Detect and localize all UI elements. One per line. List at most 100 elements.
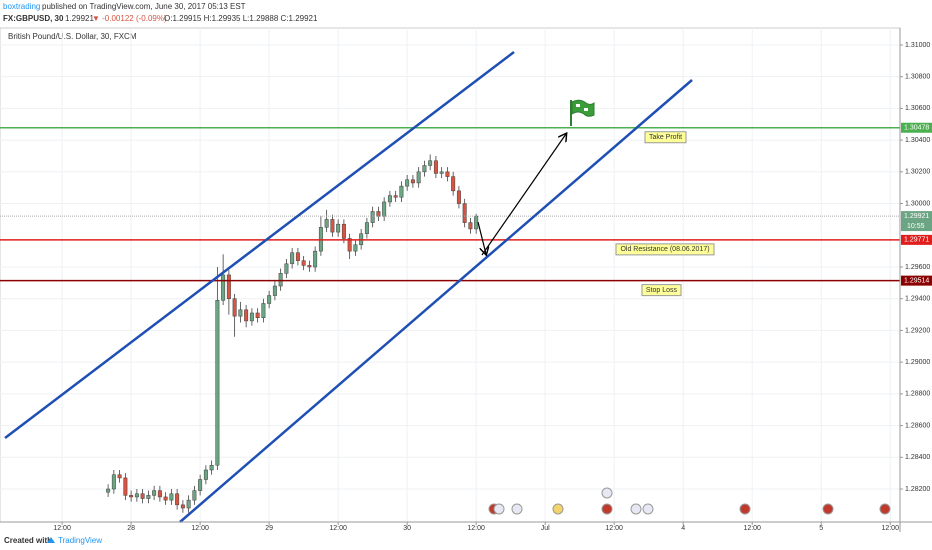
candle-body [284, 263, 289, 274]
candle-body [117, 474, 122, 479]
plot-area [0, 27, 901, 523]
footer-created: Created with [4, 536, 52, 545]
event-icons [488, 487, 891, 515]
x-tick-label: 28 [127, 525, 135, 532]
candle-body [186, 499, 191, 509]
candle-body [433, 160, 438, 174]
chart-title: British Pound/U.S. Dollar, 30, FXCM [8, 32, 137, 41]
candle-body [364, 222, 369, 234]
candle-body [111, 474, 116, 490]
y-tick-label: 1.30000 [905, 200, 930, 207]
candle-body [290, 252, 295, 265]
tv-logo [47, 537, 55, 543]
candle-body [244, 309, 249, 322]
y-tick-label: 1.29600 [905, 264, 930, 271]
candle-body [203, 469, 208, 480]
candle-body [152, 490, 157, 496]
x-tick-label: 29 [265, 525, 273, 532]
x-tick-label: 12:00 [191, 525, 209, 532]
candle-body [272, 285, 277, 296]
x-tick-label: 5 [819, 525, 823, 532]
y-tick-label: 1.28800 [905, 391, 930, 398]
candle-body [278, 273, 283, 287]
candle-body [215, 300, 220, 466]
header-price: 1.29921 [65, 14, 94, 23]
y-tick-label: 1.28400 [905, 454, 930, 461]
candle-body [330, 219, 335, 233]
price-box-label: 1.29514 [904, 277, 929, 284]
candle-body [370, 211, 375, 223]
arrow-up [481, 134, 566, 256]
level-label-box [641, 284, 682, 297]
candle-body [192, 490, 197, 501]
header-symbol: FX:GBPUSD, 30 [3, 14, 64, 23]
x-tick-label: 12:00 [329, 525, 347, 532]
candle-body [255, 312, 260, 318]
level-label: Stop Loss [646, 287, 678, 294]
candle-body [336, 223, 341, 233]
x-tick-label: 30 [403, 525, 411, 532]
header-change: ▼ -0.00122 (-0.09%) [92, 14, 167, 23]
candle-body [468, 222, 473, 230]
candle-body [232, 298, 237, 317]
candle-body [313, 250, 318, 268]
footer-brand: TradingView [58, 536, 102, 545]
candle-body [123, 477, 128, 496]
level-label-box [644, 131, 687, 144]
y-tick-label: 1.30200 [905, 169, 930, 176]
candle-body [169, 493, 174, 501]
last-price-label: 1.29921 [904, 213, 929, 220]
candle-body [416, 171, 421, 184]
candle-body [422, 165, 427, 173]
candle-body [439, 171, 444, 174]
candle-body [140, 493, 145, 499]
price-box [901, 122, 932, 133]
y-tick-label: 1.31000 [905, 42, 930, 49]
price-box [901, 275, 932, 286]
candle-body [175, 493, 180, 506]
candle-body [295, 252, 300, 261]
candle-body [393, 195, 398, 198]
candle-body [462, 203, 467, 223]
candle-body [307, 265, 312, 268]
candle-body [198, 479, 203, 491]
y-tick-label: 1.30400 [905, 137, 930, 144]
candle-body [301, 260, 306, 266]
x-tick-label: 12:00 [605, 525, 623, 532]
y-tick-label: 1.29400 [905, 296, 930, 303]
candle-body [445, 171, 450, 177]
candle-body [106, 488, 111, 493]
price-box [901, 234, 932, 245]
y-tick-label: 1.30800 [905, 74, 930, 81]
candle-body [387, 195, 392, 203]
candle-body [261, 303, 266, 318]
candle-body [341, 223, 346, 239]
marks [0, 28, 900, 522]
header-published: published on TradingView.com, June 30, 2… [42, 2, 246, 11]
candle-body [474, 215, 479, 230]
candle-body [238, 309, 243, 317]
candle-body [134, 493, 139, 498]
last-price-box [901, 211, 932, 232]
candle-body [221, 274, 226, 301]
candle-body [405, 179, 410, 187]
price-box-label: 1.29771 [904, 237, 929, 244]
x-tick-label: 12:00 [743, 525, 761, 532]
candle-body [249, 312, 254, 322]
candle-body [146, 495, 151, 499]
candle-body [451, 176, 456, 192]
x-tick-label: 4 [681, 525, 685, 532]
arrow-down [477, 221, 486, 254]
x-tick-label: 12:00 [53, 525, 71, 532]
header-ohlc: O:1.29915 H:1.29935 L:1.29888 C:1.29921 [164, 14, 318, 23]
candle-body [428, 160, 433, 166]
y-tick-label: 1.29200 [905, 327, 930, 334]
candle-body [324, 219, 329, 228]
candle-body [209, 464, 214, 471]
candle-body [226, 274, 231, 299]
x-tick-label: 12:00 [467, 525, 485, 532]
candle-body [180, 504, 185, 509]
y-tick-label: 1.28600 [905, 422, 930, 429]
y-tick-label: 1.29000 [905, 359, 930, 366]
x-tick-label: Jul [541, 525, 550, 532]
